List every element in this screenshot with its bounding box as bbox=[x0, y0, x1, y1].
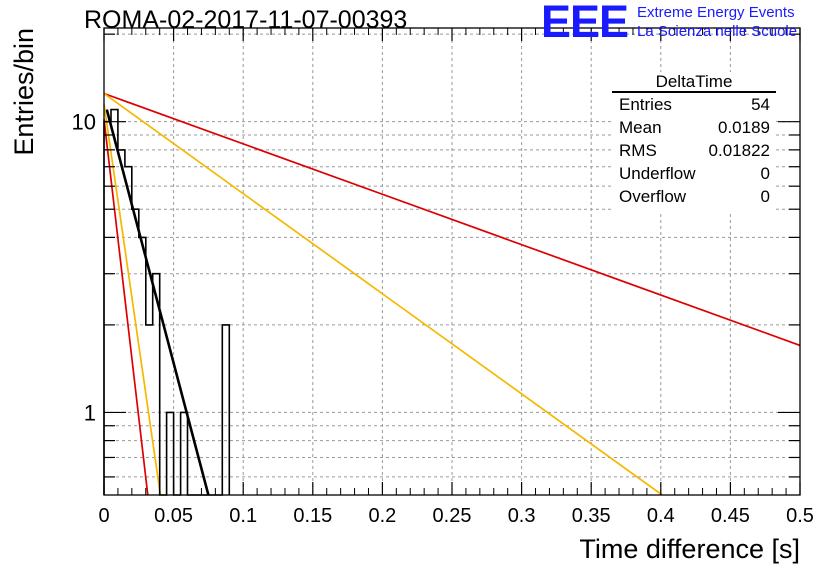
histogram-bar bbox=[167, 412, 174, 495]
stats-label: Mean bbox=[619, 118, 662, 137]
x-tick-label: 0.1 bbox=[229, 505, 257, 527]
histogram-bar bbox=[146, 325, 153, 495]
run-title: ROMA-02-2017-11-07-00393 bbox=[84, 6, 408, 34]
x-tick-label: 0 bbox=[98, 505, 109, 527]
eee-logo: EEE bbox=[541, 0, 629, 47]
x-axis-label: Time difference [s] bbox=[579, 534, 800, 564]
fit-curve bbox=[103, 92, 801, 347]
stats-label: Entries bbox=[619, 95, 672, 114]
y-tick-label: 1 bbox=[84, 400, 96, 425]
histogram-bar bbox=[132, 209, 139, 495]
x-tick-label: 0.05 bbox=[154, 505, 193, 527]
x-tick-label: 0.5 bbox=[786, 505, 814, 527]
histogram-bar bbox=[222, 325, 229, 495]
fit-curves bbox=[103, 92, 801, 496]
stats-title: DeltaTime bbox=[656, 72, 733, 91]
x-tick-label: 0.2 bbox=[368, 505, 396, 527]
fit-curve bbox=[103, 119, 149, 496]
x-tick-label: 0.45 bbox=[711, 505, 750, 527]
axis-ticks: 0 0.05 0.1 0.15 0.2 0.25 0.3 0.35 0.4 0.45 0.5 1 10 bbox=[72, 28, 814, 527]
x-tick-label: 0.3 bbox=[508, 505, 536, 527]
stats-label: Underflow bbox=[619, 164, 696, 183]
stats-box: DeltaTime Entries 54 Mean 0.0189 RMS 0.01822 U… bbox=[612, 72, 776, 212]
logo-tagline-2: La Scienza nelle Scuole bbox=[637, 23, 798, 40]
stats-value: 0 bbox=[761, 164, 770, 183]
x-tick-label: 0.35 bbox=[572, 505, 611, 527]
histogram-bar bbox=[111, 110, 118, 495]
stats-rows: Entries 54 Mean 0.0189 RMS 0.01822 Underflow 0 O… bbox=[619, 95, 770, 206]
stats-value: 0.0189 bbox=[718, 118, 770, 137]
stats-value: 54 bbox=[751, 95, 770, 114]
histogram-bar bbox=[181, 412, 188, 495]
stats-label: Overflow bbox=[619, 187, 687, 206]
y-axis-label: Entries/bin bbox=[9, 28, 39, 156]
stats-value: 0 bbox=[761, 187, 770, 206]
fit-curve bbox=[103, 92, 663, 496]
y-tick-label: 10 bbox=[72, 110, 96, 135]
logo-tagline-1: Extreme Energy Events bbox=[637, 4, 795, 21]
histogram-bar bbox=[118, 150, 125, 495]
stats-label: RMS bbox=[619, 141, 657, 160]
x-tick-label: 0.4 bbox=[647, 505, 675, 527]
x-tick-label: 0.15 bbox=[293, 505, 332, 527]
histogram-bar bbox=[104, 122, 111, 495]
stats-value: 0.01822 bbox=[709, 141, 770, 160]
fit-curve bbox=[105, 109, 210, 496]
x-tick-label: 0.25 bbox=[433, 505, 472, 527]
fit-curve bbox=[103, 103, 162, 496]
